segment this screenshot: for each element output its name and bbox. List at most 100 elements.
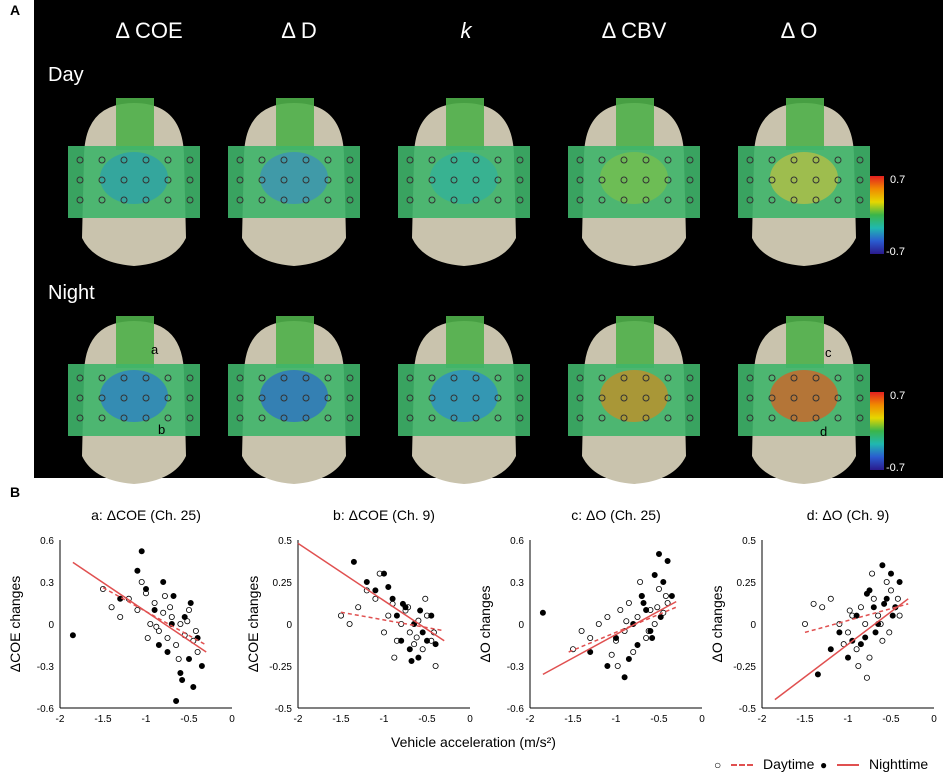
y-tick-label: -0.25 <box>269 662 292 673</box>
day-point <box>660 609 667 616</box>
optode <box>302 414 310 422</box>
optode <box>428 156 436 164</box>
optode <box>620 176 628 184</box>
optode <box>164 394 172 402</box>
night-point <box>372 587 379 594</box>
activation-blob <box>600 370 668 422</box>
optode <box>120 176 128 184</box>
scatter-plot-d: d: ΔO (Ch. 9) ΔO changes 0.5 0.25 0 -0.25 -0.5… <box>709 507 937 725</box>
day-point <box>883 579 890 586</box>
head-map-day-4 <box>738 98 870 266</box>
day-point <box>862 620 869 627</box>
optode <box>746 156 754 164</box>
probe-strip <box>276 98 314 150</box>
optode <box>664 176 672 184</box>
night-point <box>883 595 890 602</box>
optode <box>790 394 798 402</box>
night-point <box>389 595 396 602</box>
activation-blob <box>770 370 838 422</box>
night-point <box>888 570 895 577</box>
day-point <box>888 587 895 594</box>
head-map-day-2 <box>398 98 530 266</box>
night-point <box>179 676 186 683</box>
x-axis-label: Vehicle acceleration (m/s²) <box>391 734 556 750</box>
optode <box>346 176 354 184</box>
day-point <box>630 648 637 655</box>
probe-strip <box>446 98 484 150</box>
night-point <box>134 567 141 574</box>
optode <box>450 176 458 184</box>
y-tick-label: -0.3 <box>37 662 55 673</box>
optode <box>236 414 244 422</box>
annotation-b: b <box>158 422 166 437</box>
y-tick-label: 0 <box>750 620 756 631</box>
optode <box>346 374 354 382</box>
optode <box>620 196 628 204</box>
optode <box>120 156 128 164</box>
x-tick-label: -0.5 <box>650 714 668 725</box>
optode <box>406 414 414 422</box>
head-map-day-1 <box>228 98 360 266</box>
optode <box>236 394 244 402</box>
probe-strip <box>786 98 824 150</box>
night-point <box>350 558 357 565</box>
legend-night-marker: ● <box>820 758 828 772</box>
day-point <box>595 620 602 627</box>
optode <box>302 374 310 382</box>
night-point <box>419 629 426 636</box>
activation-blob <box>260 370 328 422</box>
y-tick-label: 0.6 <box>510 536 524 547</box>
optode <box>236 374 244 382</box>
y-tick-label: 0.25 <box>273 578 293 589</box>
night-point <box>164 648 171 655</box>
night-point <box>198 662 205 669</box>
x-tick-label: -2 <box>294 714 303 725</box>
day-point <box>651 620 658 627</box>
day-point <box>173 641 180 648</box>
optode <box>576 414 584 422</box>
y-tick-label: 0.3 <box>510 578 524 589</box>
x-tick-label: 0 <box>467 714 473 725</box>
head-map-night-3 <box>568 316 700 484</box>
optode <box>494 176 502 184</box>
x-tick-label: -1.5 <box>564 714 582 725</box>
day-point <box>411 641 418 648</box>
optode <box>428 196 436 204</box>
night-point <box>432 641 439 648</box>
optode <box>790 196 798 204</box>
day-point <box>385 612 392 619</box>
optode <box>664 414 672 422</box>
optode <box>98 394 106 402</box>
probe-strip <box>116 316 154 368</box>
legend-night-label: Nighttime <box>869 756 929 772</box>
optode <box>302 196 310 204</box>
x-tick-label: -1.5 <box>332 714 350 725</box>
optode <box>164 374 172 382</box>
night-point <box>870 604 877 611</box>
optode <box>98 176 106 184</box>
night-point <box>398 637 405 644</box>
night-fit-line <box>297 542 445 642</box>
night-point <box>415 654 422 661</box>
optode <box>664 156 672 164</box>
optode <box>642 394 650 402</box>
optode <box>664 374 672 382</box>
activation-blob <box>260 152 328 204</box>
night-point <box>656 551 663 558</box>
probe-strip <box>616 98 654 150</box>
day-point <box>419 646 426 653</box>
optode <box>812 394 820 402</box>
optode <box>642 196 650 204</box>
day-point <box>160 609 167 616</box>
optode <box>642 176 650 184</box>
night-point <box>399 600 406 607</box>
day-point <box>194 648 201 655</box>
optode <box>142 196 150 204</box>
y-tick-label: -0.5 <box>739 704 757 715</box>
day-point <box>161 593 168 600</box>
day-point <box>662 593 669 600</box>
optode <box>120 374 128 382</box>
y-axis-label: ΔO changes <box>477 585 493 662</box>
day-point <box>855 662 862 669</box>
day-point <box>857 604 864 611</box>
